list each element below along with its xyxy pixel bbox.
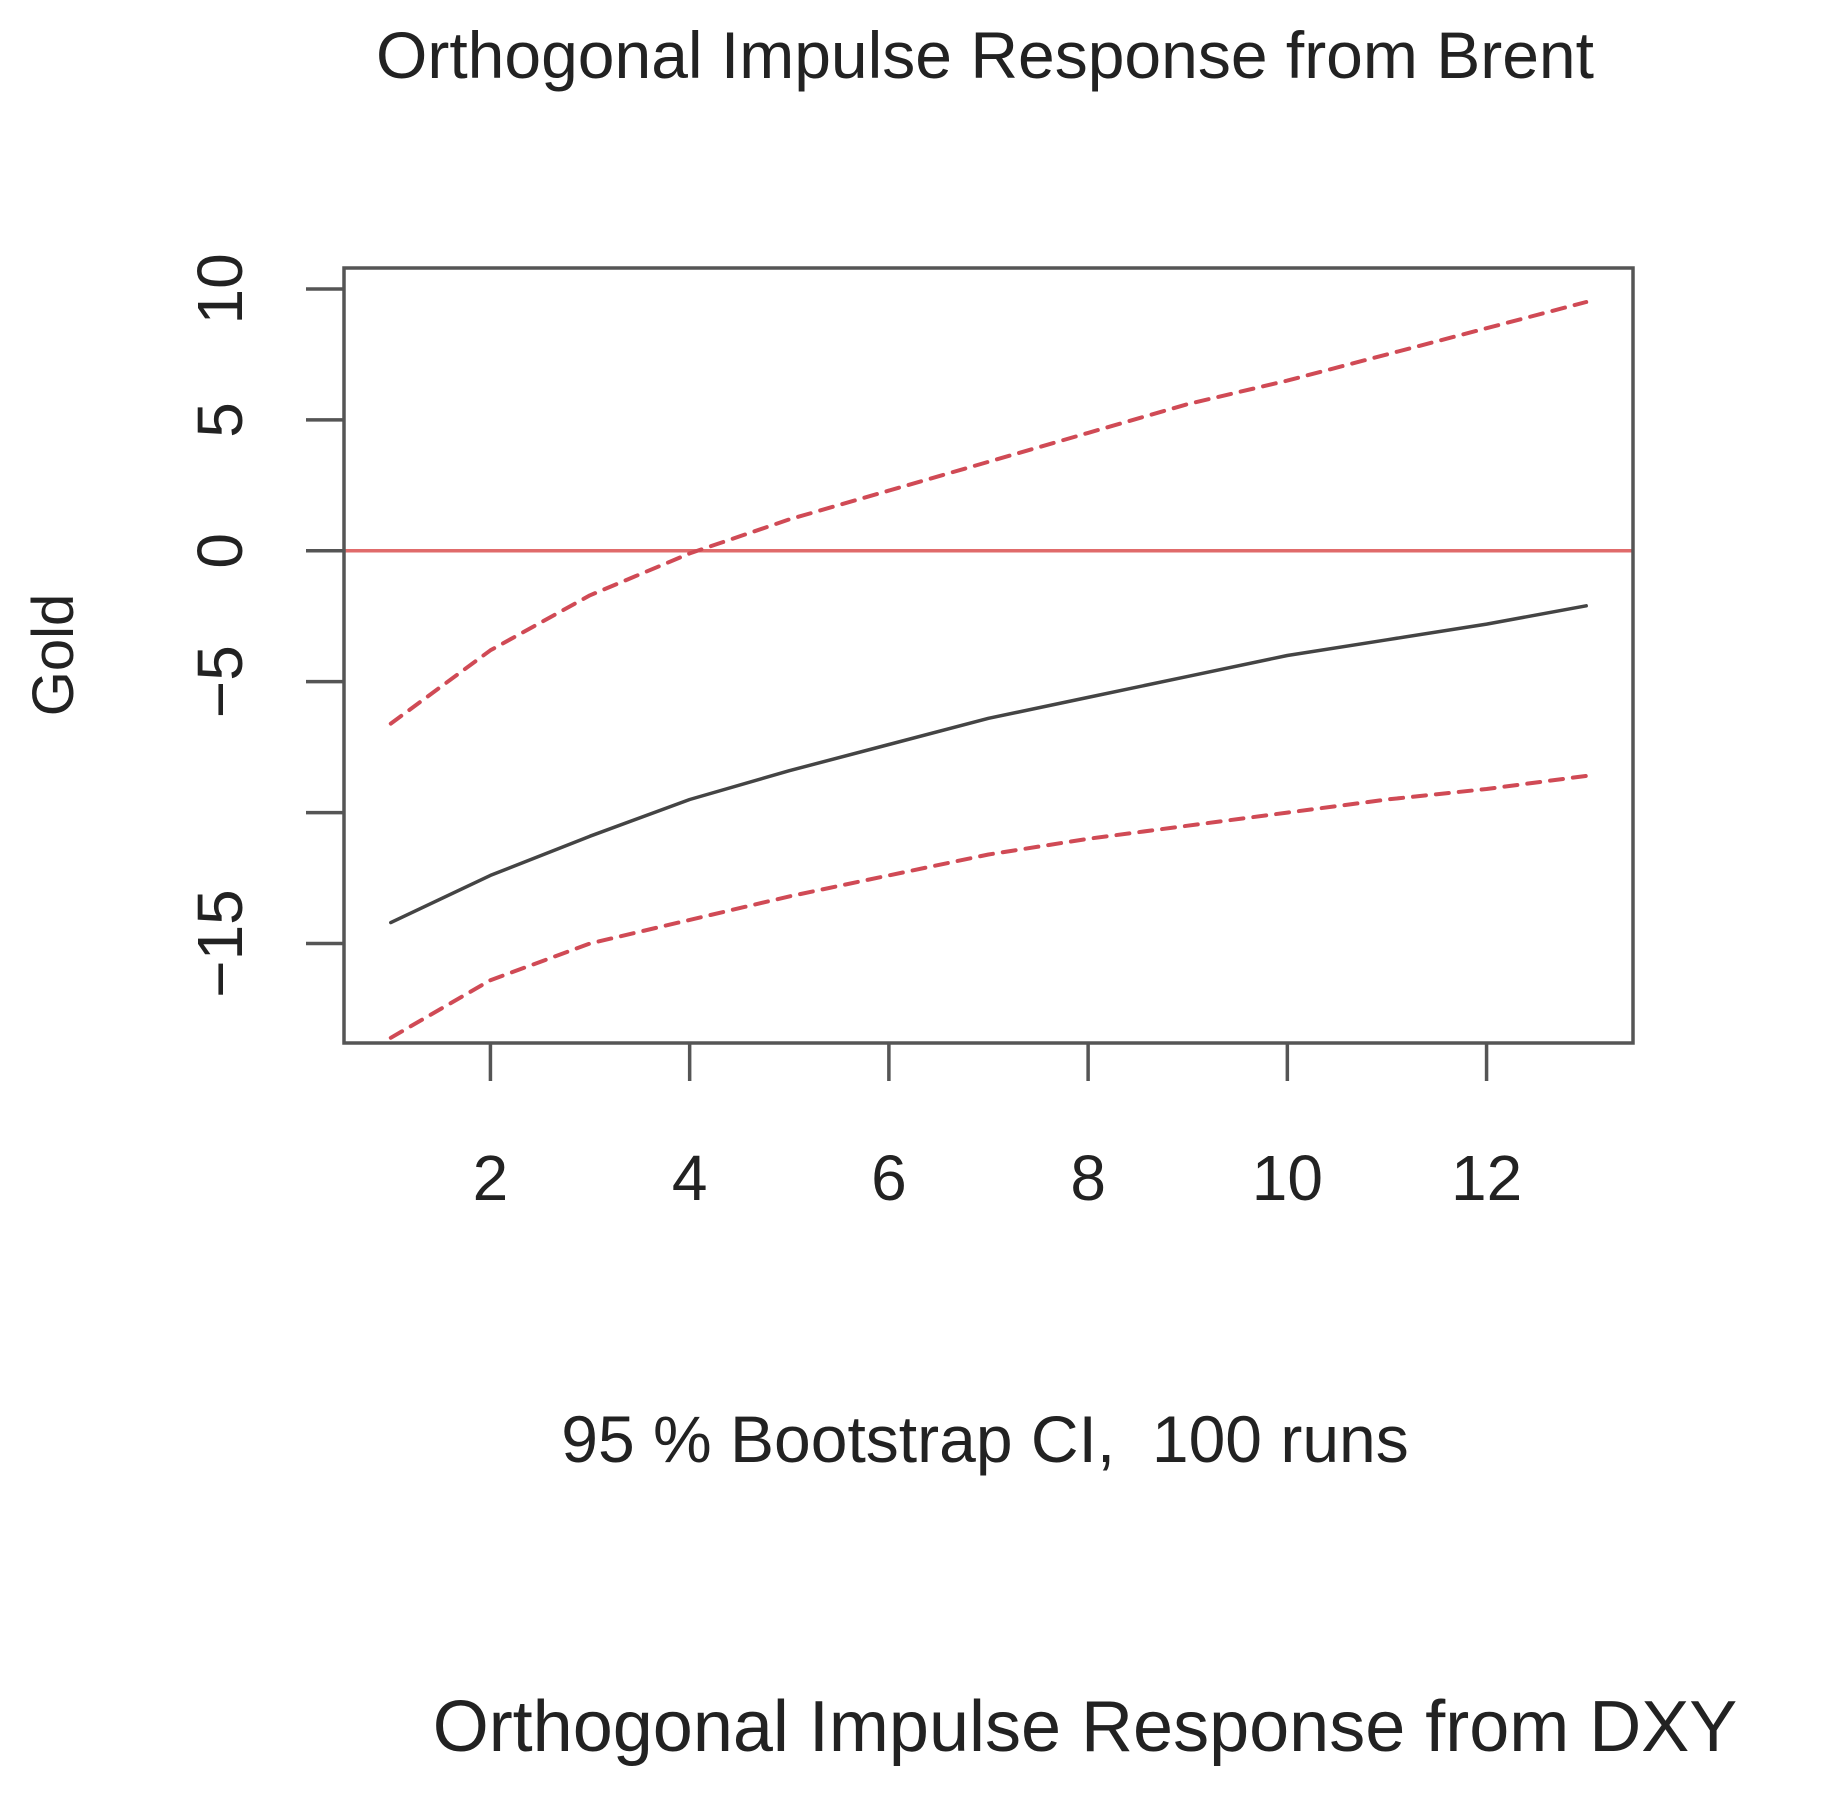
series-line-upper-ci: [388, 300, 1589, 726]
x-tick-label: 8: [1070, 1142, 1106, 1214]
x-tick-label: 4: [672, 1142, 708, 1214]
x-tick-label: 2: [473, 1142, 509, 1214]
x-tick-label: 6: [871, 1142, 907, 1214]
plot-area: [342, 266, 1635, 1045]
y-axis: 10 5 0 −5 −15: [184, 253, 344, 998]
y-tick-label: 0: [184, 533, 256, 569]
second-panel-title: Orthogonal Impulse Response from DXY: [433, 1687, 1738, 1767]
y-axis-label: Gold: [21, 594, 86, 717]
x-tick-label: 12: [1451, 1142, 1522, 1214]
chart-title: Orthogonal Impulse Response from Brent: [376, 18, 1594, 92]
x-axis: 2 4 6 8 10 12: [473, 1043, 1522, 1214]
series-line-lower-ci: [388, 773, 1589, 1040]
series-line-response: [389, 604, 1588, 925]
y-tick-label: −15: [184, 889, 256, 998]
x-tick-label: 10: [1252, 1142, 1323, 1214]
y-tick-label: 10: [184, 253, 256, 324]
y-tick-label: −5: [184, 645, 256, 718]
x-axis-label: 95 % Bootstrap CI, 100 runs: [561, 1402, 1408, 1476]
y-tick-label: 5: [184, 402, 256, 438]
plot-frame: [342, 266, 1635, 1045]
